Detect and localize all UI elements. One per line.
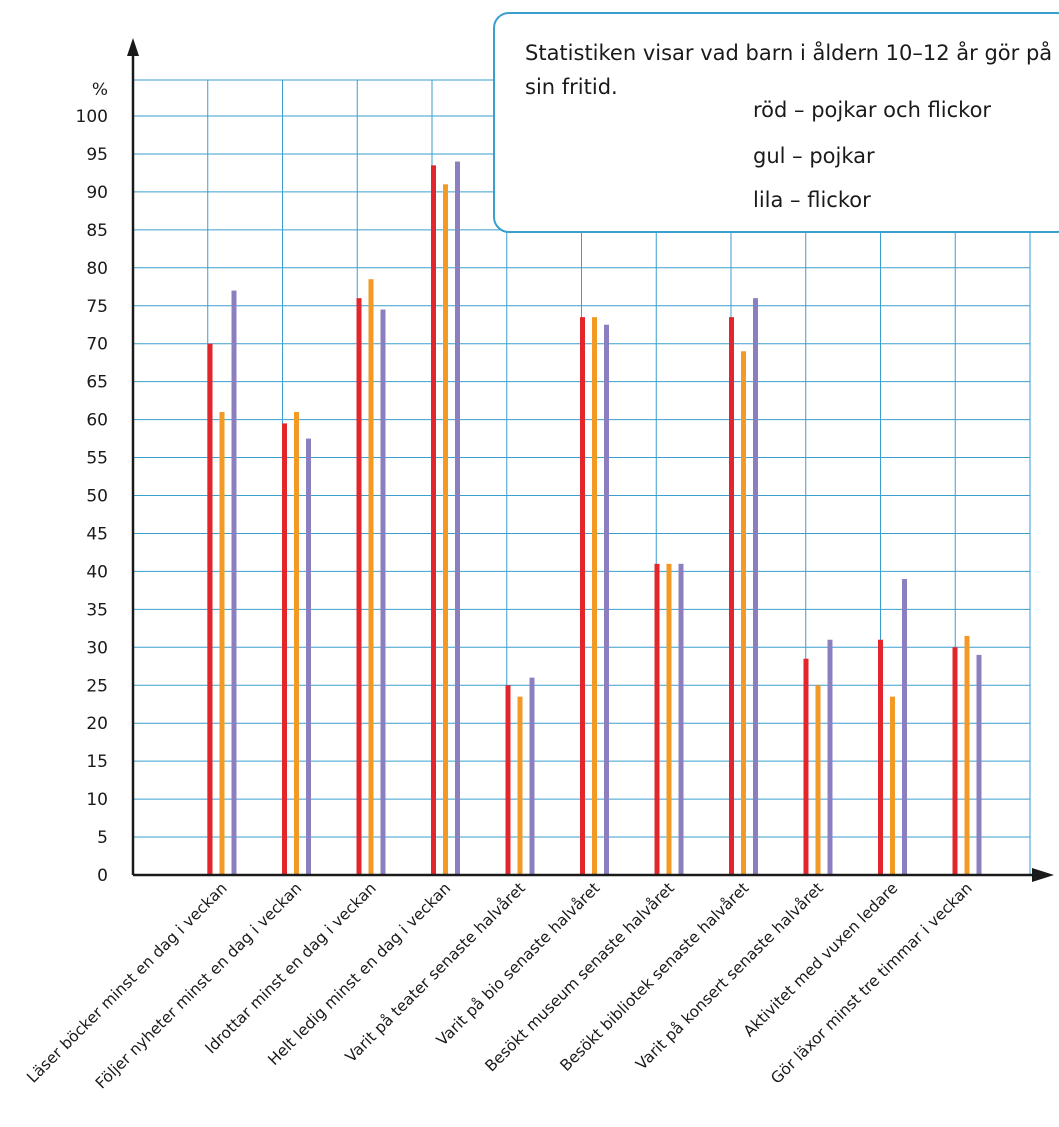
bar-10-series-1	[878, 639, 883, 875]
y-tick-label: 80	[86, 259, 108, 279]
bar-9-series-3	[827, 639, 833, 875]
y-tick-label: 70	[86, 335, 108, 355]
bar-6-series-3	[604, 324, 609, 876]
y-tick-label: 40	[86, 562, 108, 582]
y-tick-label: 20	[86, 714, 108, 734]
axes	[127, 38, 1054, 882]
bar-3-series-1	[356, 298, 362, 875]
bar-3-series-2	[368, 279, 374, 875]
legend-entry-purple: lila – flickor	[753, 188, 871, 212]
bar-4-series-3	[455, 161, 460, 876]
bar-1-series-2	[219, 412, 225, 875]
y-tick-label: 35	[86, 600, 108, 620]
x-category-label: Varit på bio senaste halvåret	[433, 879, 603, 1049]
bar-7-series-1	[654, 563, 660, 875]
bar-8-series-3	[753, 298, 758, 875]
bar-5-series-2	[517, 696, 523, 875]
y-tick-label: 10	[86, 790, 108, 810]
bar-7-series-3	[678, 563, 684, 875]
y-tick-label: 50	[86, 487, 108, 507]
legend-entry-yellow: gul – pojkar	[753, 144, 875, 168]
y-tick-label: 100	[76, 107, 108, 127]
y-tick-label: 95	[86, 145, 108, 165]
x-axis-arrow	[1032, 868, 1054, 882]
legend-entry-red: röd – pojkar och flickor	[753, 98, 992, 122]
bars	[207, 161, 982, 876]
bar-5-series-3	[529, 677, 535, 875]
bar-9-series-1	[803, 658, 809, 875]
bar-11-series-2	[964, 635, 970, 875]
y-tick-label: 60	[86, 411, 108, 431]
legend-box: Statistiken visar vad barn i åldern 10–1…	[493, 12, 1059, 233]
bar-1-series-1	[207, 343, 213, 875]
y-tick-label: 75	[86, 297, 108, 317]
y-axis-arrow	[127, 38, 139, 56]
y-tick-label: 45	[86, 524, 108, 544]
y-tick-label: 85	[86, 221, 108, 241]
bar-2-series-2	[294, 412, 299, 875]
y-tick-label: 15	[86, 752, 108, 772]
bar-4-series-1	[431, 165, 436, 875]
bar-8-series-1	[729, 317, 734, 875]
bar-6-series-1	[580, 317, 585, 875]
bar-2-series-1	[282, 423, 287, 875]
bar-3-series-3	[380, 309, 386, 875]
x-category-label: Aktivitet med vuxen ledare	[740, 879, 901, 1040]
bar-10-series-3	[902, 578, 907, 875]
y-tick-label: 30	[86, 638, 108, 658]
bar-4-series-2	[443, 184, 448, 875]
y-tick-label: 5	[97, 828, 108, 848]
bar-10-series-2	[890, 696, 895, 875]
bar-5-series-1	[505, 685, 511, 875]
bar-9-series-2	[815, 685, 821, 875]
bar-2-series-3	[306, 438, 311, 875]
y-axis-unit: %	[92, 80, 108, 100]
y-tick-label: 25	[86, 676, 108, 696]
bar-8-series-2	[741, 351, 746, 875]
bar-1-series-3	[231, 290, 237, 875]
bar-11-series-3	[976, 654, 982, 875]
bar-7-series-2	[666, 563, 672, 875]
bar-11-series-1	[952, 647, 958, 875]
legend-title: Statistiken visar vad barn i åldern 10–1…	[525, 41, 1053, 99]
y-tick-label: 65	[86, 373, 108, 393]
y-tick-label: 90	[86, 183, 108, 203]
bar-6-series-2	[592, 317, 597, 875]
y-tick-label: 0	[97, 866, 108, 886]
y-tick-label: 55	[86, 449, 108, 469]
